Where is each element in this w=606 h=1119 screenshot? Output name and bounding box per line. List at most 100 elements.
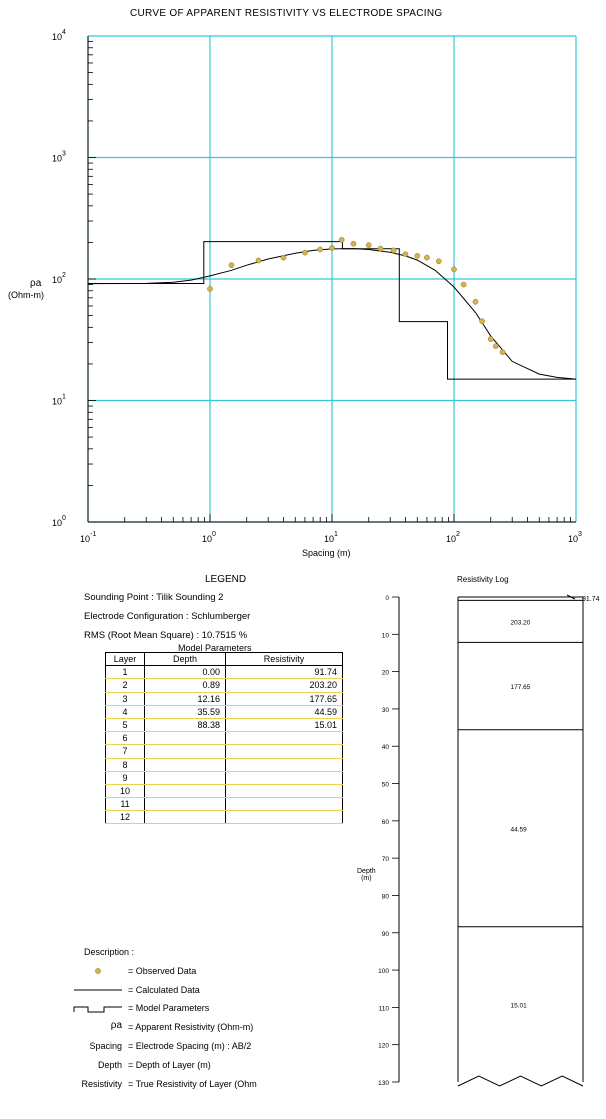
observed-data-point <box>499 349 506 356</box>
y-tick-label-exponent: 3 <box>62 151 66 158</box>
description-calculated: = Calculated Data <box>128 985 200 995</box>
observed-data-point <box>280 254 287 261</box>
rms-value: RMS (Root Mean Square) : 10.7515 % <box>84 630 248 641</box>
log-title: Resistivity Log <box>457 575 509 584</box>
description-symbol-resistivity: Resistivity <box>81 1079 122 1089</box>
x-tick-label-exponent: 2 <box>456 531 460 538</box>
observed-data-point <box>492 343 499 350</box>
cell-resistivity <box>225 744 343 759</box>
header-resistivity: Resistivity <box>225 652 343 667</box>
description-title: Description : <box>84 947 135 957</box>
cell-depth <box>144 771 226 785</box>
table-row: 1 0.00 91.74 <box>105 665 343 680</box>
observed-data-point <box>479 318 485 324</box>
description-true-resistivity: = True Resistivity of Layer (Ohm <box>128 1079 257 1089</box>
log-depth-label-line1: Depth <box>357 868 376 875</box>
table-row: 12 <box>105 810 343 825</box>
observed-data-point <box>365 242 372 248</box>
cell-layer: 11 <box>105 797 145 812</box>
y-axis-label-unit: (Ohm-m) <box>8 290 44 300</box>
cell-layer: 1 <box>105 665 145 680</box>
observed-data-point <box>460 281 467 288</box>
x-tick-label-exponent: 0 <box>212 531 216 538</box>
x-tick-label: 10 <box>80 534 90 544</box>
cell-layer: 7 <box>105 744 145 759</box>
resistivity-curve-plot: 10 -1 10 0 10 1 10 2 10 310 010 110 210 310 4 <box>52 29 582 544</box>
observed-data-point <box>402 251 409 258</box>
chart-title: CURVE OF APPARENT RESISTIVITY VS ELECTRO… <box>130 8 443 19</box>
cell-depth <box>144 797 226 812</box>
cell-resistivity <box>225 810 343 825</box>
table-row: 3 12.16 177.65 <box>105 692 343 706</box>
cell-depth <box>144 744 226 759</box>
cell-layer: 4 <box>105 705 145 719</box>
model-parameters-symbol <box>73 1006 122 1013</box>
log-depth-label: Depth (m) <box>357 868 376 882</box>
cell-depth: 0.00 <box>144 665 226 680</box>
table-row: 5 88.38 15.01 <box>105 718 343 733</box>
cell-resistivity <box>225 797 343 812</box>
log-depth-tick-label: 10 <box>382 632 390 639</box>
observed-data-point <box>255 257 262 264</box>
table-row: 11 <box>105 797 343 812</box>
cell-layer: 12 <box>105 810 145 825</box>
cell-layer: 2 <box>105 678 145 693</box>
table-row: 7 <box>105 744 343 759</box>
log-depth-tick-label: 20 <box>382 670 390 677</box>
y-axis-label-symbol: ρa <box>30 278 42 289</box>
observed-data-point <box>302 249 308 256</box>
observed-data-point <box>424 254 430 261</box>
calculated-curve-line <box>87 248 577 380</box>
x-tick-label: 10 <box>324 534 334 544</box>
table-row: 6 <box>105 731 343 746</box>
observed-data-point <box>472 298 479 305</box>
model-parameters-line <box>88 241 576 380</box>
x-tick-label: 10 <box>446 534 456 544</box>
model-parameters-title: Model Parameters <box>178 643 252 653</box>
cell-resistivity <box>225 758 343 772</box>
cell-resistivity <box>225 731 343 746</box>
x-tick-label: 10 <box>202 534 212 544</box>
observed-data-point <box>207 285 213 292</box>
log-depth-tick-label: 130 <box>378 1080 389 1087</box>
cell-resistivity: 177.65 <box>225 692 343 706</box>
electrode-configuration: Electrode Configuration : Schlumberger <box>84 611 251 622</box>
observed-data-point <box>390 247 397 254</box>
log-depth-tick-label: 80 <box>382 893 390 900</box>
log-depth-tick-label: 90 <box>382 931 390 938</box>
legend-title: LEGEND <box>205 574 247 585</box>
resistivity-log-plot: 0 10 20 30 40 50 60 70 80 90 100 110 120 130 203.20 177… <box>378 594 584 1087</box>
observed-data-point <box>487 336 494 342</box>
log-depth-tick-label: 120 <box>378 1043 389 1050</box>
description-depth: = Depth of Layer (m) <box>128 1060 211 1070</box>
description-model: = Model Parameters <box>128 1003 210 1013</box>
y-tick-label-exponent: 1 <box>62 394 66 401</box>
observed-data-point <box>228 262 235 269</box>
cell-resistivity: 15.01 <box>225 718 343 733</box>
log-depth-tick-label: 40 <box>382 744 390 751</box>
cell-layer: 10 <box>105 784 145 799</box>
cell-resistivity: 44.59 <box>225 705 343 719</box>
observed-data-point <box>435 258 442 265</box>
model-parameters-table: Layer Depth Resistivity 1 0.00 91.74 2 0.89… <box>105 652 343 825</box>
log-depth-tick-label: 100 <box>378 968 389 975</box>
log-depth-tick-label: 30 <box>382 707 390 714</box>
description-spacing: = Electrode Spacing (m) : AB/2 <box>128 1041 252 1051</box>
observed-data-point <box>317 246 324 253</box>
cell-depth <box>144 731 226 746</box>
description-observed: = Observed Data <box>128 966 197 976</box>
sounding-point: Sounding Point : Tilik Sounding 2 <box>84 592 224 603</box>
cell-layer: 8 <box>105 758 145 772</box>
cell-depth <box>144 758 226 772</box>
y-tick-label-exponent: 2 <box>62 272 66 279</box>
x-tick-label-exponent: 1 <box>334 531 338 538</box>
table-row: 2 0.89 203.20 <box>105 678 343 693</box>
description-symbols <box>73 968 122 1013</box>
observed-data-point <box>451 266 457 273</box>
cell-layer: 3 <box>105 692 145 706</box>
description-symbol-spacing: Spacing <box>89 1041 122 1051</box>
y-tick-label: 10 <box>52 518 62 528</box>
cell-layer: 6 <box>105 731 145 746</box>
header-layer: Layer <box>105 652 145 667</box>
